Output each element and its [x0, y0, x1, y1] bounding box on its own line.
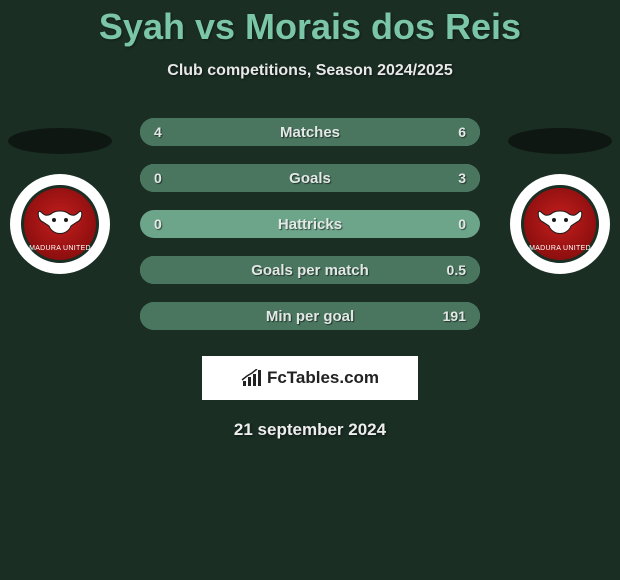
comparison-content: MADURA UNITED MADURA UNITED 4 Matches 6 0 Go… — [0, 110, 620, 330]
stat-value-left: 0 — [154, 216, 162, 232]
stat-value-left: 4 — [154, 124, 162, 140]
player-shadow — [508, 128, 612, 154]
stat-label: Goals — [289, 170, 331, 187]
stat-row: 0 Hattricks 0 — [140, 210, 480, 238]
stat-value-right: 0 — [458, 216, 466, 232]
chart-icon — [241, 369, 263, 387]
bull-icon — [35, 206, 85, 242]
right-player-column: MADURA UNITED — [508, 110, 612, 274]
stat-value-right: 6 — [458, 124, 466, 140]
left-badge-label: MADURA UNITED — [29, 245, 91, 252]
left-club-badge: MADURA UNITED — [10, 174, 110, 274]
page-title: Syah vs Morais dos Reis — [0, 0, 620, 48]
stat-label: Min per goal — [266, 308, 354, 325]
left-player-column: MADURA UNITED — [8, 110, 112, 274]
brand-box[interactable]: FcTables.com — [202, 356, 418, 400]
stat-label: Goals per match — [251, 262, 369, 279]
date-label: 21 september 2024 — [0, 420, 620, 440]
subtitle: Club competitions, Season 2024/2025 — [0, 62, 620, 80]
stat-row: Goals per match 0.5 — [140, 256, 480, 284]
stat-value-right: 3 — [458, 170, 466, 186]
stat-value-left: 0 — [154, 170, 162, 186]
stat-rows: 4 Matches 6 0 Goals 3 0 Hattricks 0 Goals per mat… — [140, 110, 480, 330]
right-club-badge: MADURA UNITED — [510, 174, 610, 274]
stat-value-right: 191 — [443, 308, 466, 324]
stat-row: Min per goal 191 — [140, 302, 480, 330]
right-badge-label: MADURA UNITED — [529, 245, 591, 252]
bull-icon — [535, 206, 585, 242]
stat-value-right: 0.5 — [447, 262, 466, 278]
stat-row: 4 Matches 6 — [140, 118, 480, 146]
brand-label: FcTables.com — [267, 368, 379, 388]
player-shadow — [8, 128, 112, 154]
stat-label: Matches — [280, 124, 340, 141]
stat-label: Hattricks — [278, 216, 342, 233]
stat-row: 0 Goals 3 — [140, 164, 480, 192]
